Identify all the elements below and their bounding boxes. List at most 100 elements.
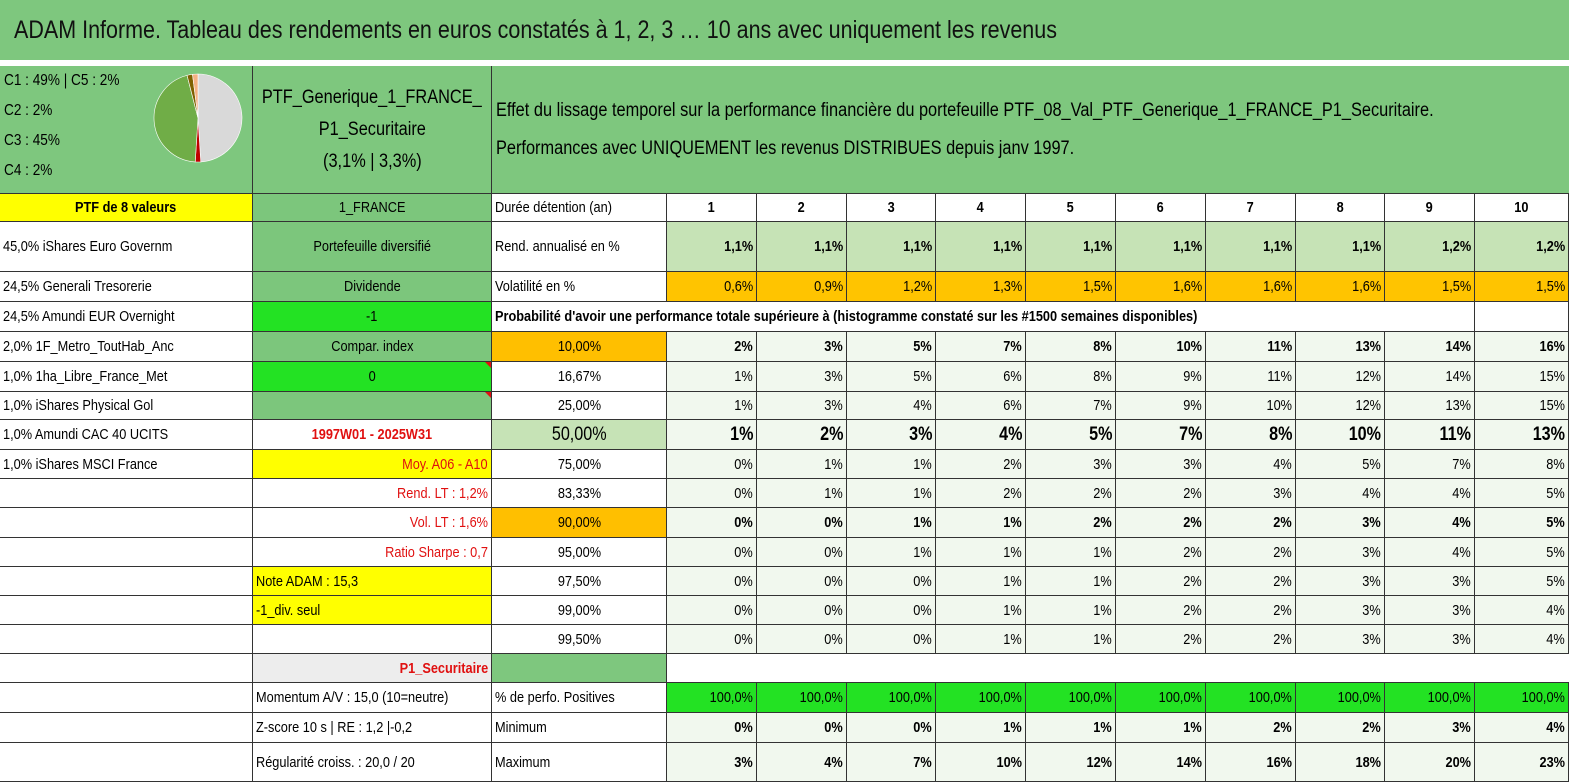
holding-item: 2,0% 1F_Metro_ToutHab_Anc: [0, 332, 253, 362]
quantile-value: 3%: [1296, 567, 1385, 596]
rend-value: 1,1%: [847, 222, 936, 272]
quantile-value: 2%: [1206, 567, 1296, 596]
holding-item: 24,5% Generali Tresorerie: [0, 272, 253, 302]
quantile-value: 2%: [1026, 508, 1116, 538]
vol-value: 1,3%: [936, 272, 1026, 302]
quantile-value: 12%: [1296, 362, 1385, 392]
empty-cell: [0, 538, 253, 567]
quantile-value: 1%: [1026, 596, 1116, 625]
maximum-value: 14%: [1116, 743, 1206, 782]
empty-cell: [0, 479, 253, 508]
title-separator: [0, 60, 1569, 66]
quantile-value: 4%: [1385, 538, 1475, 567]
quantile-value: 0%: [667, 479, 757, 508]
vol-value: 0,9%: [757, 272, 847, 302]
rend-value: 1,1%: [757, 222, 847, 272]
quantile-value: 0%: [667, 625, 757, 654]
pie-slice: [153, 75, 199, 163]
vol-label: Volatilité en %: [492, 272, 667, 302]
maximum-value: 23%: [1475, 743, 1569, 782]
region-label: 1_FRANCE: [253, 194, 492, 222]
year-header: 10: [1475, 194, 1569, 222]
quantile-value: 14%: [1385, 362, 1475, 392]
year-header: 7: [1206, 194, 1296, 222]
rend-value: 1,2%: [1385, 222, 1475, 272]
quantile-value: 2%: [1206, 508, 1296, 538]
positive-value: 100,0%: [757, 683, 847, 713]
quantile-value: 10%: [1206, 392, 1296, 420]
compar-index-label: Compar. index: [253, 332, 492, 362]
year-header: 1: [667, 194, 757, 222]
vol-lt-label: Vol. LT : 1,6%: [253, 508, 492, 538]
allocation-line-2: C2 : 2%: [4, 102, 53, 119]
quantile-value: 4%: [1385, 508, 1475, 538]
quantile-value: 0%: [667, 596, 757, 625]
empty-cell: [0, 713, 253, 743]
pie-slice: [192, 73, 199, 119]
quantile-value: 4%: [1206, 450, 1296, 479]
quantile-value: 5%: [1026, 420, 1116, 450]
quantile-value: 15%: [1475, 362, 1569, 392]
regularite-label: Régularité croiss. : 20,0 / 20: [253, 743, 492, 782]
quantile-value: 8%: [1026, 332, 1116, 362]
rend-value: 1,1%: [1206, 222, 1296, 272]
quantile-value: 6%: [936, 362, 1026, 392]
vol-value: 1,2%: [847, 272, 936, 302]
quantile-value: 2%: [1206, 538, 1296, 567]
maximum-value: 16%: [1206, 743, 1296, 782]
quantile-value: 8%: [1026, 362, 1116, 392]
allocation-pie-chart: [153, 73, 243, 163]
positive-value: 100,0%: [1026, 683, 1116, 713]
quantile-value: 0%: [847, 567, 936, 596]
empty-cell: [253, 625, 492, 654]
diversified-label: Portefeuille diversifié: [253, 222, 492, 272]
portfolio-name-line-1: PTF_Generique_1_FRANCE_: [262, 86, 482, 108]
quantile-value: 11%: [1206, 362, 1296, 392]
quantile-value: 0%: [667, 450, 757, 479]
quantile-value: 2%: [1116, 567, 1206, 596]
positive-value: 100,0%: [1475, 683, 1569, 713]
report-title: ADAM Informe. Tableau des rendements en …: [0, 0, 1569, 60]
quantile-value: 0%: [757, 625, 847, 654]
holding-item: 45,0% iShares Euro Governm: [0, 222, 253, 272]
vol-value: 1,6%: [1116, 272, 1206, 302]
quantile-value: 15%: [1475, 392, 1569, 420]
quantile-value: 7%: [1385, 450, 1475, 479]
rend-value: 1,1%: [936, 222, 1026, 272]
quantile-value: 2%: [757, 420, 847, 450]
quantile-value: 4%: [936, 420, 1026, 450]
rend-value: 1,2%: [1475, 222, 1569, 272]
quantile-value: 1%: [936, 567, 1026, 596]
quantile-value: 1%: [847, 479, 936, 508]
year-header: 8: [1296, 194, 1385, 222]
quantile-value: 5%: [1296, 450, 1385, 479]
empty-cell: [0, 596, 253, 625]
minimum-value: 1%: [1116, 713, 1206, 743]
holding-item: 1,0% Amundi CAC 40 UCITS: [0, 420, 253, 450]
comment-marker[interactable]: [485, 392, 491, 398]
quantile-label: 90,00%: [492, 508, 667, 538]
quantile-value: 2%: [1116, 479, 1206, 508]
minimum-value: 1%: [936, 713, 1026, 743]
quantile-value: 4%: [1385, 479, 1475, 508]
quantile-value: 1%: [936, 625, 1026, 654]
allocation-line-4: C4 : 2%: [4, 162, 53, 179]
maximum-value: 12%: [1026, 743, 1116, 782]
empty-cell: [0, 654, 253, 683]
dividend-value: -1: [253, 302, 492, 332]
maximum-value: 4%: [757, 743, 847, 782]
quantile-value: 1%: [667, 420, 757, 450]
comment-marker[interactable]: [485, 362, 491, 368]
quantile-value: 3%: [1296, 538, 1385, 567]
quantile-value: 0%: [757, 538, 847, 567]
quantile-label: 97,50%: [492, 567, 667, 596]
period-label: 1997W01 - 2025W31: [253, 420, 492, 450]
quantile-value: 1%: [847, 450, 936, 479]
quantile-label: 50,00%: [492, 420, 667, 450]
empty-cell: [0, 567, 253, 596]
quantile-value: 9%: [1116, 392, 1206, 420]
quantile-value: 1%: [936, 508, 1026, 538]
quantile-value: 0%: [757, 596, 847, 625]
quantile-value: 5%: [1475, 508, 1569, 538]
quantile-value: 1%: [667, 362, 757, 392]
